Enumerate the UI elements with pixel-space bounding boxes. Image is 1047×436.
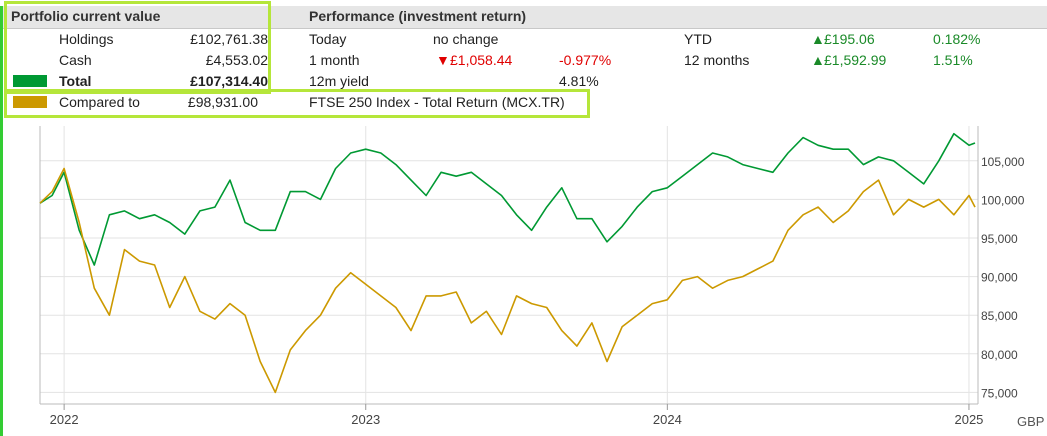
- y-tick-label: 105,000: [981, 155, 1025, 169]
- x-tick-label: 2025: [954, 412, 983, 427]
- ytd-label: YTD: [684, 31, 712, 47]
- cash-value: £4,553.02: [205, 52, 268, 68]
- performance-header-bar: Performance (investment return): [300, 6, 1047, 29]
- up-arrow-icon: ▲: [811, 52, 825, 68]
- chart-series: [39, 132, 976, 394]
- chart-grid: [39, 126, 979, 405]
- y-axis: 75,000 80,000 85,000 90,000 95,000 100,000 105…: [981, 155, 1025, 401]
- twelve-months-value: £1,592.99: [824, 52, 887, 68]
- portfolio-series-line: [39, 132, 976, 266]
- one-month-label: 1 month: [309, 52, 360, 68]
- up-arrow-icon: ▲: [811, 31, 825, 47]
- benchmark-legend-swatch: [13, 96, 47, 108]
- benchmark-series-line: [39, 167, 976, 394]
- one-month-pct: -0.977%: [559, 52, 612, 68]
- x-axis: 2022 2023 2024 2025: [50, 404, 983, 427]
- y-tick-label: 90,000: [981, 271, 1018, 285]
- ytd-pct: 0.182%: [933, 31, 981, 47]
- compared-to-value: £98,931.00: [187, 94, 258, 110]
- performance-header: Performance (investment return): [309, 8, 527, 24]
- y-tick-label: 80,000: [981, 348, 1018, 362]
- performance-chart: 2022 2023 2024 2025 75,000 80,000 85,000 90,00…: [39, 126, 1044, 429]
- compared-to-label: Compared to: [59, 94, 140, 110]
- ytd-value: £195.06: [824, 31, 875, 47]
- benchmark-name: FTSE 250 Index - Total Return (MCX.TR): [309, 94, 565, 110]
- yield-label: 12m yield: [309, 73, 369, 89]
- twelve-months-pct: 1.51%: [933, 52, 973, 68]
- holdings-value: £102,761.38: [190, 31, 268, 47]
- x-tick-label: 2024: [653, 412, 682, 427]
- down-arrow-icon: ▼: [436, 52, 450, 68]
- x-tick-label: 2022: [50, 412, 79, 427]
- x-tick-label: 2023: [351, 412, 380, 427]
- y-tick-label: 75,000: [981, 386, 1018, 400]
- today-label: Today: [309, 31, 347, 47]
- y-tick-label: 95,000: [981, 232, 1018, 246]
- one-month-value: £1,058.44: [450, 52, 513, 68]
- total-label: Total: [59, 73, 92, 89]
- portfolio-header: Portfolio current value: [11, 8, 161, 24]
- holdings-label: Holdings: [59, 31, 114, 47]
- y-tick-label: 85,000: [981, 309, 1018, 323]
- portfolio-header-bar: Portfolio current value: [3, 6, 300, 29]
- y-tick-label: 100,000: [981, 193, 1025, 207]
- y-axis-unit-label: GBP: [1017, 414, 1044, 429]
- left-accent-bar: [0, 6, 3, 436]
- cash-label: Cash: [59, 52, 92, 68]
- yield-value: 4.81%: [559, 73, 599, 89]
- today-value: no change: [433, 31, 499, 47]
- total-value: £107,314.40: [190, 73, 268, 89]
- twelve-months-label: 12 months: [684, 52, 750, 68]
- portfolio-legend-swatch: [13, 75, 47, 87]
